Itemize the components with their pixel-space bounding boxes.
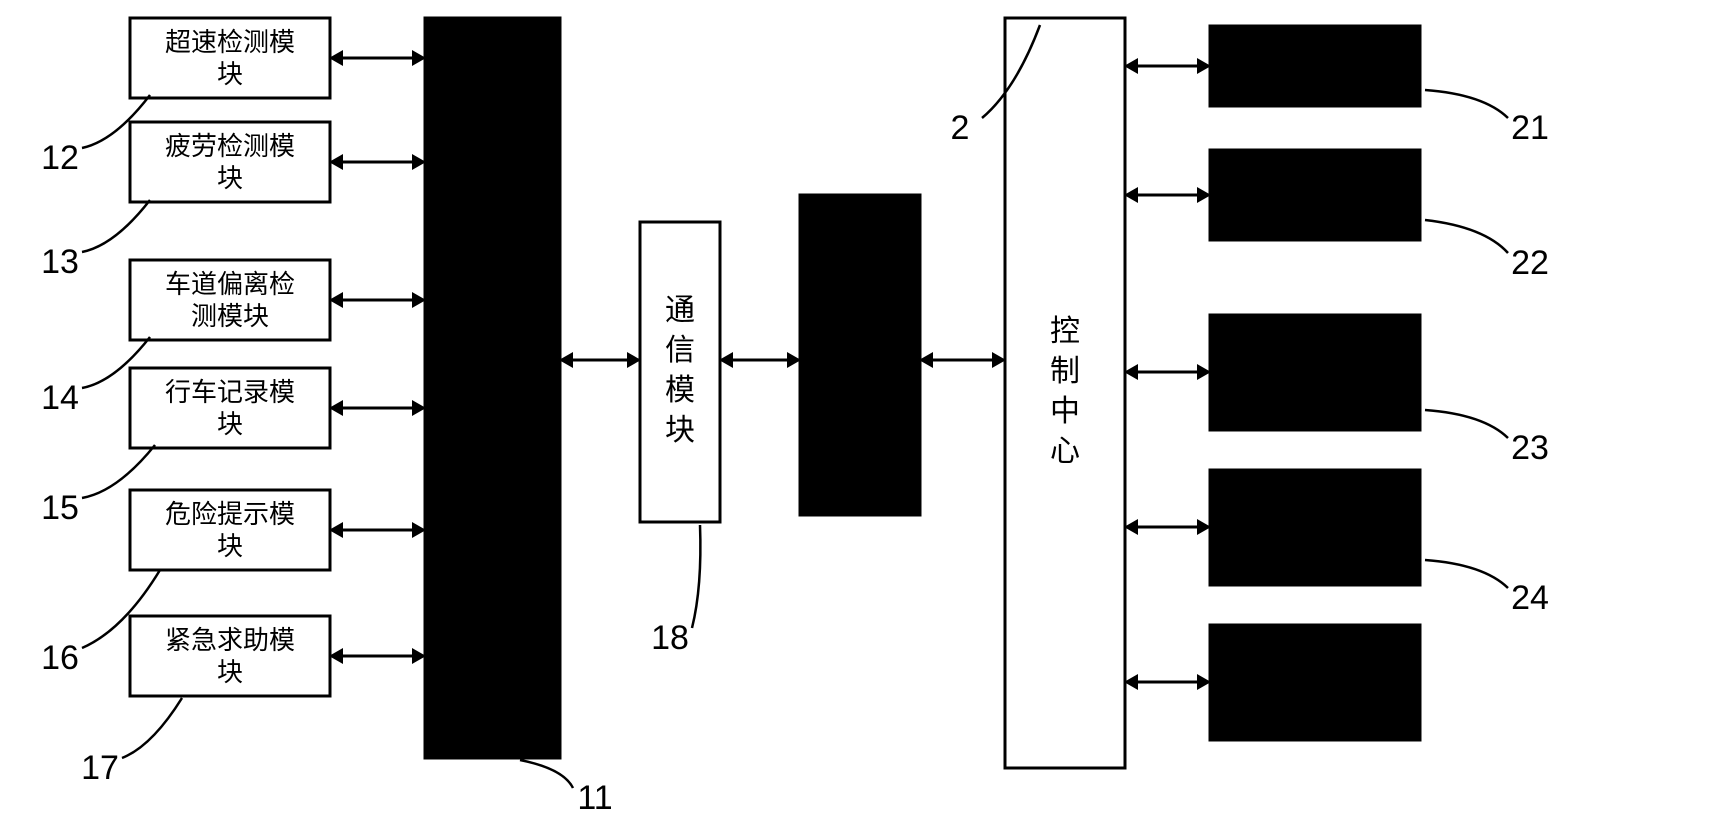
ref-label-24: 24 <box>1511 579 1549 617</box>
ref-label-21: 21 <box>1511 109 1549 147</box>
svg-text:信: 信 <box>665 334 695 367</box>
svg-text:行车记录模: 行车记录模 <box>165 377 295 407</box>
svg-text:疲劳检测模: 疲劳检测模 <box>165 131 295 161</box>
ref-label-18: 18 <box>651 619 689 657</box>
svg-text:紧急求助模: 紧急求助模 <box>165 625 295 655</box>
ref-label-15: 15 <box>41 489 79 527</box>
ref-label-2: 2 <box>951 109 970 147</box>
svg-text:测模块: 测模块 <box>191 301 269 331</box>
ref-label-22: 22 <box>1511 244 1549 282</box>
svg-text:心: 心 <box>1050 435 1080 468</box>
svg-text:超速检测模: 超速检测模 <box>165 27 295 57</box>
svg-text:块: 块 <box>217 409 243 439</box>
svg-text:块: 块 <box>217 531 243 561</box>
ref-label-12: 12 <box>41 139 79 177</box>
svg-text:块: 块 <box>217 59 243 89</box>
ref-label-23: 23 <box>1511 429 1549 467</box>
svg-text:危险提示模: 危险提示模 <box>165 499 295 529</box>
ref-label-14: 14 <box>41 379 79 417</box>
svg-text:模: 模 <box>665 374 695 407</box>
ref-label-16: 16 <box>41 639 79 677</box>
svg-text:块: 块 <box>217 657 243 687</box>
svg-text:块: 块 <box>665 414 695 447</box>
svg-text:通: 通 <box>665 294 695 327</box>
ref-label-11: 11 <box>577 779 612 817</box>
svg-text:控: 控 <box>1050 315 1080 348</box>
mid-black-box <box>800 195 920 515</box>
svg-text:中: 中 <box>1050 395 1080 428</box>
ref-label-17: 17 <box>81 749 119 787</box>
svg-text:制: 制 <box>1050 355 1080 388</box>
ref-label-13: 13 <box>41 243 79 281</box>
svg-text:车道偏离检: 车道偏离检 <box>165 269 295 299</box>
svg-text:块: 块 <box>217 163 243 193</box>
